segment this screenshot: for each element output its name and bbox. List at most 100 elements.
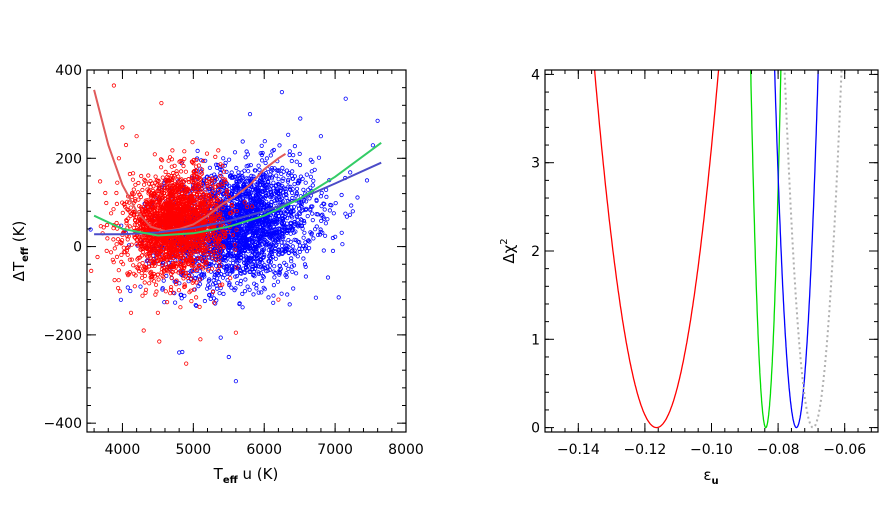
scatter-point-blue <box>264 204 269 209</box>
scatter-point-blue <box>284 168 289 173</box>
scatter-point-blue <box>216 279 221 285</box>
scatter-point-blue <box>275 237 281 243</box>
scatter-point-red <box>166 158 171 163</box>
scatter-point-blue <box>330 235 335 241</box>
scatter-point-blue <box>238 270 243 276</box>
scatter-point-blue <box>253 242 258 247</box>
scatter-xtick-label: 6000 <box>246 442 282 458</box>
scatter-point-blue <box>265 175 270 180</box>
scatter-point-blue <box>301 235 306 240</box>
scatter-point-blue <box>199 158 204 163</box>
scatter-point-red <box>111 237 116 242</box>
scatter-point-red <box>244 204 249 209</box>
scatter-outlier-blue <box>247 112 253 117</box>
scatter-point-blue <box>279 171 284 176</box>
scatter-point-red <box>182 284 188 289</box>
scatter-point-blue <box>239 170 244 175</box>
scatter-point-red <box>89 268 94 273</box>
scatter-outlier-red <box>276 297 281 302</box>
scatter-point-blue <box>259 202 264 207</box>
scatter-point-blue <box>288 184 293 189</box>
scatter-point-blue <box>238 199 243 204</box>
scatter-point-blue <box>211 278 216 283</box>
scatter-point-blue <box>298 201 303 206</box>
scatter-point-blue <box>264 156 269 161</box>
scatter-point-blue <box>276 168 281 173</box>
scatter-point-blue <box>220 275 226 280</box>
scatter-point-blue <box>309 169 314 174</box>
scatter-point-blue <box>227 236 232 241</box>
scatter-point-blue <box>287 152 292 158</box>
scatter-point-red <box>181 183 186 188</box>
scatter-point-blue <box>268 236 273 241</box>
scatter-point-blue <box>292 221 297 227</box>
scatter-outlier-red <box>128 310 134 315</box>
scatter-point-red <box>116 285 121 291</box>
scatter-point-blue <box>245 195 250 200</box>
scatter-point-blue <box>258 151 263 156</box>
scatter-point-red <box>212 300 217 305</box>
scatter-point-blue <box>118 297 124 302</box>
scatter-point-blue <box>193 302 198 308</box>
scatter-point-blue <box>276 230 281 235</box>
scatter-point-blue <box>224 169 229 174</box>
scatter-point-red <box>109 211 114 216</box>
scatter-point-red <box>227 194 232 199</box>
scatter-point-blue <box>236 186 241 191</box>
scatter-outlier-red <box>123 142 129 148</box>
scatter-point-blue <box>303 180 308 185</box>
scatter-point-blue <box>281 210 286 215</box>
scatter-point-blue <box>315 212 320 217</box>
scatter-point-blue <box>269 251 274 257</box>
scatter-point-blue <box>327 208 332 213</box>
scatter-point-red <box>114 190 119 196</box>
scatter-point-red <box>133 198 138 204</box>
scatter-point-blue <box>306 187 311 192</box>
scatter-point-blue <box>333 234 338 239</box>
scatter-point-blue <box>271 186 276 191</box>
scatter-point-red <box>98 179 103 184</box>
scatter-point-blue <box>266 180 271 185</box>
scatter-point-red <box>161 195 166 200</box>
scatter-point-red <box>139 173 144 179</box>
scatter-point-blue <box>272 275 277 280</box>
scatter-point-blue <box>224 266 230 271</box>
scatter-point-blue <box>318 229 323 234</box>
scatter-point-blue <box>260 260 265 265</box>
scatter-point-blue <box>238 253 243 258</box>
scatter-point-blue <box>340 242 345 247</box>
scatter-point-blue <box>251 224 256 229</box>
scatter-point-blue <box>238 228 243 233</box>
scatter-point-blue <box>290 187 295 192</box>
scatter-point-blue <box>285 208 290 213</box>
scatter-point-blue <box>274 242 279 247</box>
scatter-point-blue <box>287 302 292 307</box>
scatter-point-red <box>216 239 221 244</box>
scatter-marks <box>88 83 382 384</box>
scatter-point-red <box>112 246 117 251</box>
scatter-point-blue <box>306 246 312 251</box>
scatter-point-blue <box>232 150 238 155</box>
scatter-point-blue <box>269 234 274 240</box>
scatter-point-red <box>120 210 125 215</box>
scatter-point-blue <box>252 198 257 203</box>
scatter-point-blue <box>355 195 360 200</box>
scatter-point-blue <box>162 300 167 305</box>
scatter-point-red <box>142 273 148 278</box>
scatter-point-blue <box>247 258 253 263</box>
scatter-point-blue <box>271 269 276 274</box>
scatter-point-blue <box>262 239 267 245</box>
scatter-point-red <box>170 177 175 182</box>
scatter-point-red <box>222 169 227 174</box>
scatter-point-red <box>204 178 209 184</box>
scatter-point-blue <box>273 243 278 248</box>
scatter-point-blue <box>258 194 263 199</box>
scatter-point-red <box>161 180 166 185</box>
scatter-point-blue <box>291 204 297 209</box>
scatter-point-blue <box>250 185 255 190</box>
scatter-point-blue <box>304 249 310 254</box>
scatter-point-blue <box>302 230 307 235</box>
scatter-point-red <box>172 163 177 168</box>
scatter-point-blue <box>234 165 239 171</box>
scatter-point-blue <box>307 239 312 244</box>
